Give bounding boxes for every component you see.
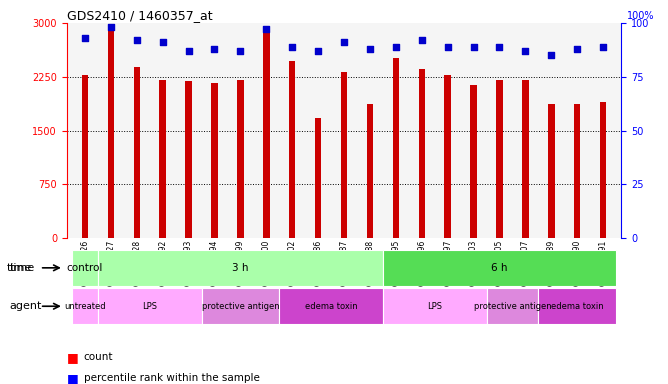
Bar	[341, 73, 347, 238]
Bar	[486, 288, 538, 324]
Bar	[263, 26, 269, 238]
Point	[391, 44, 401, 50]
Point	[183, 48, 194, 54]
Bar	[383, 250, 616, 286]
Point	[416, 37, 427, 43]
Point	[468, 44, 479, 50]
Bar	[289, 61, 295, 238]
Bar	[383, 288, 486, 324]
Bar	[98, 288, 202, 324]
Bar	[237, 80, 244, 238]
Bar	[315, 118, 321, 238]
Bar	[548, 104, 554, 238]
Text: control: control	[67, 263, 103, 273]
Text: percentile rank within the sample: percentile rank within the sample	[84, 373, 259, 383]
Point	[572, 46, 582, 52]
Point	[209, 46, 220, 52]
Bar	[419, 69, 425, 238]
Point	[106, 24, 116, 30]
Bar	[134, 68, 140, 238]
Bar	[470, 85, 477, 238]
Bar	[72, 250, 98, 286]
Text: GDS2410 / 1460357_at: GDS2410 / 1460357_at	[67, 9, 212, 22]
Bar	[279, 288, 383, 324]
Bar	[72, 288, 98, 324]
Text: LPS: LPS	[142, 302, 157, 311]
Bar	[574, 104, 580, 238]
Text: ■: ■	[67, 372, 79, 384]
Bar	[185, 81, 192, 238]
Text: LPS: LPS	[428, 302, 442, 311]
Text: protective antigen: protective antigen	[474, 302, 551, 311]
Bar	[496, 80, 503, 238]
Bar	[393, 58, 399, 238]
Point	[598, 44, 609, 50]
Bar	[211, 83, 218, 238]
Text: protective antigen: protective antigen	[202, 302, 279, 311]
Point	[520, 48, 530, 54]
Text: edema toxin: edema toxin	[551, 302, 603, 311]
Point	[261, 26, 272, 33]
Text: time: time	[7, 263, 32, 273]
Bar	[202, 288, 279, 324]
Point	[235, 48, 246, 54]
Bar	[444, 75, 451, 238]
Bar	[522, 79, 528, 238]
Text: untreated: untreated	[64, 302, 106, 311]
Point	[287, 44, 297, 50]
Point	[132, 37, 142, 43]
Text: 6 h: 6 h	[491, 263, 508, 273]
Point	[365, 46, 375, 52]
Point	[494, 44, 505, 50]
Bar	[600, 102, 607, 238]
Point	[339, 39, 349, 45]
Text: 3 h: 3 h	[232, 263, 248, 273]
Point	[546, 52, 556, 58]
Point	[442, 44, 453, 50]
Point	[158, 39, 168, 45]
Text: edema toxin: edema toxin	[305, 302, 357, 311]
Point	[313, 48, 323, 54]
Bar	[367, 104, 373, 238]
Point	[79, 35, 90, 41]
Text: time: time	[10, 263, 35, 273]
Text: ■: ■	[67, 351, 79, 364]
Text: count: count	[84, 352, 113, 362]
Bar	[108, 25, 114, 238]
Bar	[81, 75, 88, 238]
Bar	[160, 80, 166, 238]
Text: agent: agent	[10, 301, 42, 311]
Text: 100%: 100%	[627, 11, 654, 21]
Bar	[538, 288, 616, 324]
Bar	[98, 250, 383, 286]
